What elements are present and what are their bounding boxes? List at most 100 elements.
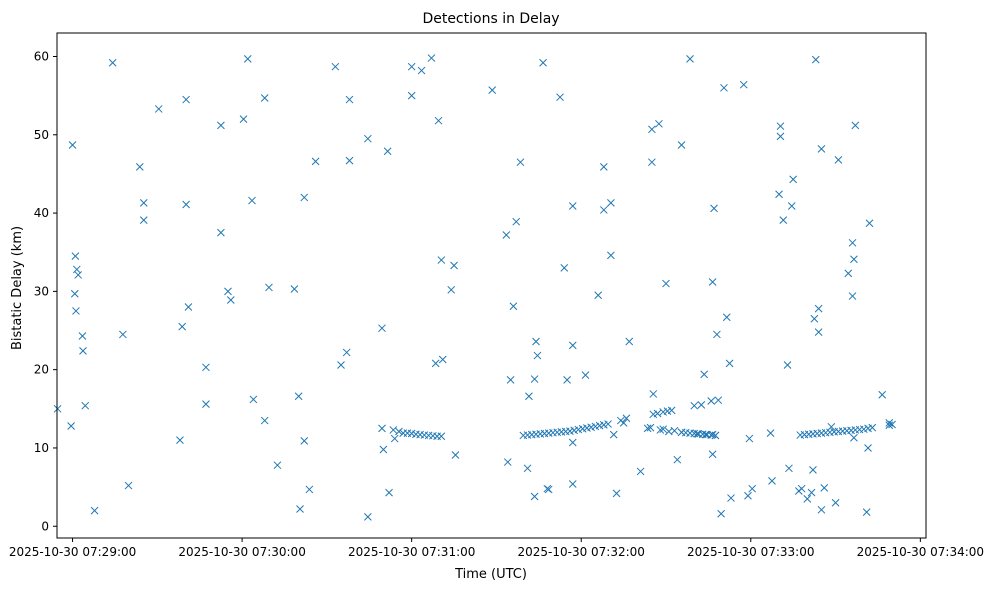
data-point-marker [345,95,354,104]
data-point-marker [523,464,532,473]
data-point-marker [488,86,497,95]
data-point-marker [154,105,163,113]
data-point-marker [622,414,631,423]
data-point-marker [438,355,447,364]
data-point-marker [563,375,571,384]
data-point-marker [217,121,225,130]
data-point-marker [556,93,564,102]
data-point-marker [431,359,440,368]
x-tick-label: 2025-10-30 07:34:00 [857,545,984,559]
data-point-marker [862,508,871,517]
data-point-marker [364,513,372,521]
data-point-marker [70,289,79,298]
data-point-marker [739,80,748,89]
data-point-marker [260,416,269,425]
data-point-marker [300,437,309,445]
data-point-marker [509,302,518,311]
data-point-marker [503,458,512,466]
data-point-marker [311,157,320,166]
x-tick-label: 2025-10-30 07:32:00 [517,545,644,559]
data-point-marker [697,401,706,409]
data-point-marker [810,314,819,323]
data-point-marker [831,498,840,507]
data-point-marker [71,252,80,260]
data-point-marker [710,204,718,213]
data-point-marker [450,261,458,270]
data-point-marker [656,426,665,434]
data-point-marker [331,62,340,71]
data-point-marker [848,292,857,300]
data-point-marker [775,190,783,199]
data-point-marker [184,303,193,311]
data-point-marker [851,121,860,130]
data-point-marker [607,199,615,207]
data-point-marker [766,429,775,437]
data-point-marker [118,330,127,339]
data-point-marker [797,484,806,493]
data-point-marker [389,426,398,434]
data-point-marker [648,158,656,167]
data-point-marker [844,269,853,278]
data-point-marker [864,444,872,452]
data-point-marker [243,54,252,63]
y-tick-label: 30 [34,284,49,298]
data-point-marker [390,434,399,443]
data-point-marker [67,422,75,430]
data-point-marker [53,404,62,413]
x-axis-ticks: 2025-10-30 07:29:00 2025-10-30 07:30:00 20… [9,538,984,559]
data-point-marker [260,94,269,102]
y-tick-label: 60 [34,49,49,63]
data-point-marker [817,505,826,514]
data-point-marker [202,400,210,408]
data-point-marker [817,145,826,153]
data-point-marker [811,55,820,64]
data-point-marker [885,421,894,430]
data-point-marker [745,434,754,443]
data-point-marker [711,431,720,440]
data-point-marker [568,438,577,447]
data-point-marker [265,283,273,292]
data-point-marker [814,304,823,313]
data-point-marker [68,141,77,149]
data-point-marker [673,455,682,464]
data-point-marker [217,228,225,237]
data-point-marker [649,390,658,398]
data-point-marker [717,509,725,518]
data-point-marker [783,361,792,369]
data-point-marker [124,481,133,490]
data-point-marker [568,341,577,350]
data-point-marker [224,287,232,296]
data-point-marker [727,494,735,502]
data-point-marker [568,480,577,488]
data-point-marker [512,217,521,226]
y-axis-label: Bistatic Delay (km) [10,226,25,350]
data-point-marker [135,163,144,171]
data-point-marker [768,476,776,485]
data-point-marker [532,337,540,346]
data-point-marker [787,202,796,210]
data-point-marker [744,491,752,500]
data-point-marker [249,395,258,404]
data-point-marker [714,396,723,405]
data-point-marker [850,433,858,442]
data-point-marker [809,466,817,474]
data-point-marker [725,359,734,368]
data-point-marker [342,348,351,357]
data-point-marker [182,200,191,209]
data-point-marker [364,134,372,143]
data-point-marker [700,370,709,379]
data-point-marker [814,328,823,336]
data-point-marker [530,492,539,501]
data-point-marker [226,296,235,304]
data-point-marker [506,375,515,384]
data-point-marker [378,324,386,333]
x-axis-label: Time (UTC) [454,567,527,582]
data-point-marker [451,451,460,459]
data-point-marker [708,278,717,286]
plot-frame [56,32,927,539]
y-tick-label: 20 [34,363,49,377]
data-point-marker [90,506,99,515]
data-point-marker [865,219,874,228]
data-point-marker [636,467,645,476]
